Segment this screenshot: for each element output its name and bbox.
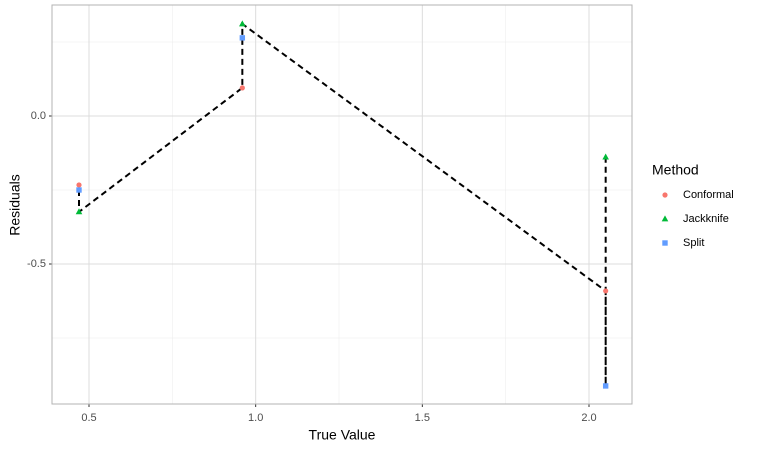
point <box>76 187 82 193</box>
legend-key <box>662 192 668 198</box>
point <box>76 182 82 188</box>
legend-label: Split <box>683 237 704 249</box>
connector-line <box>78 21 607 386</box>
legend-key <box>661 215 669 222</box>
plot-border <box>51 4 633 405</box>
point <box>239 20 246 27</box>
x-axis-title: True Value <box>309 427 376 443</box>
point <box>239 85 245 91</box>
x-tick-label: 1.5 <box>415 412 430 424</box>
point <box>75 208 83 215</box>
x-tick-label: 0.5 <box>81 412 96 424</box>
point <box>603 288 609 294</box>
point <box>602 153 609 160</box>
legend-key <box>662 240 668 246</box>
point <box>602 383 609 389</box>
legend-label: Conformal <box>683 189 734 201</box>
legend-title: Method <box>652 162 699 178</box>
legend-label: Jackknife <box>683 213 729 225</box>
y-axis-title: Residuals <box>7 174 23 235</box>
x-tick-label: 2.0 <box>581 412 596 424</box>
y-tick-label: 0.0 <box>31 110 46 122</box>
point <box>239 35 246 41</box>
x-tick-label: 1.0 <box>248 412 263 424</box>
y-tick-label: -0.5 <box>27 258 46 270</box>
